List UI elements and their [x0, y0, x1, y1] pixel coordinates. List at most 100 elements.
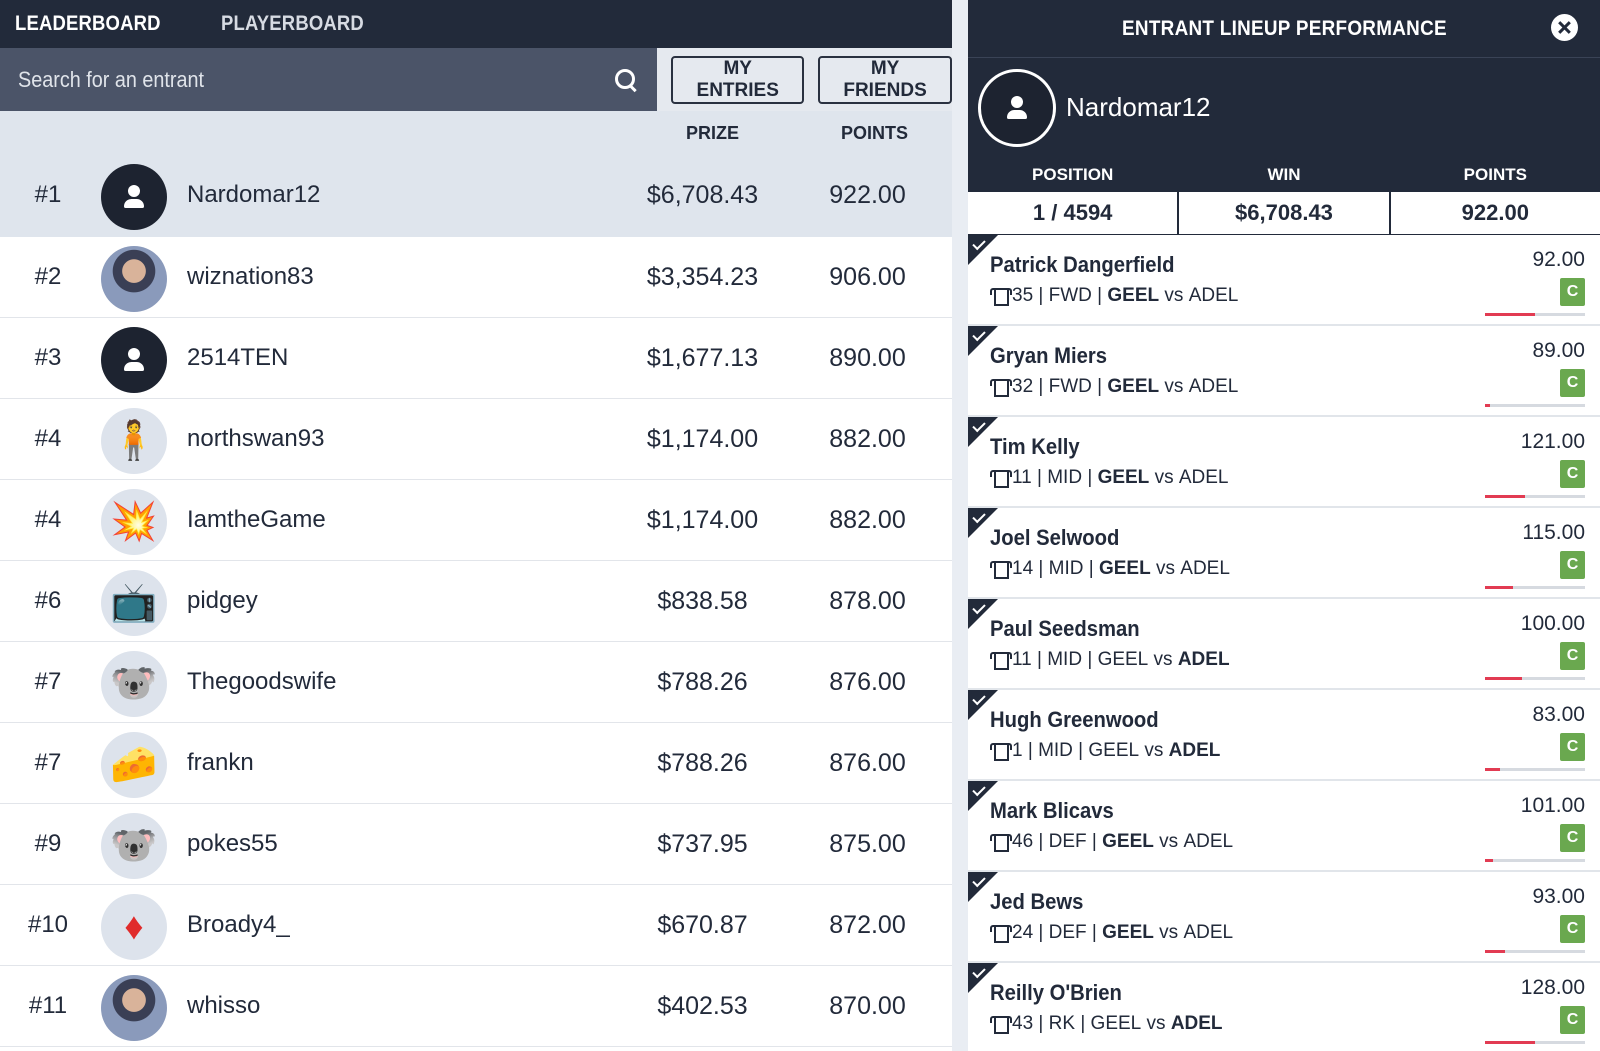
player-row[interactable]: Jed Bews 24 | DEF | GEEL vs ADEL 93.00 C [968, 872, 1600, 963]
stat-value: 922.00 [1390, 192, 1600, 234]
home-team: GEEL [1090, 1013, 1142, 1034]
captain-badge: C [1560, 642, 1585, 670]
player-row[interactable]: Paul Seedsman 11 | MID | GEEL vs ADEL 100.… [968, 599, 1600, 690]
table-row[interactable]: #2 wiznation83 $3,354.23 906.00 [0, 237, 952, 318]
prize-value: $402.53 [657, 992, 748, 1020]
table-row[interactable]: #3 2514TEN $1,677.13 890.00 [0, 318, 952, 399]
table-row[interactable]: #7 🐨 Thegoodswife $788.26 876.00 [0, 642, 952, 723]
table-row[interactable]: #4 💥 IamtheGame $1,174.00 882.00 [0, 480, 952, 561]
player-row[interactable]: Gryan Miers 32 | FWD | GEEL vs ADEL 89.00 C [968, 326, 1600, 417]
panel-title: ENTRANT LINEUP PERFORMANCE [1121, 16, 1447, 40]
points-value: 882.00 [829, 425, 906, 453]
player-position: DEF [1048, 922, 1087, 943]
home-team: GEEL [1107, 285, 1160, 306]
entrant-name[interactable]: Nardomar12 [187, 181, 321, 208]
player-row[interactable]: Joel Selwood 14 | MID | GEEL vs ADEL 115.0… [968, 508, 1600, 599]
shirt-icon [990, 560, 1012, 579]
player-number: 43 [1012, 1013, 1034, 1034]
player-points: 83.00 [1532, 703, 1585, 726]
home-team: GEEL [1097, 467, 1150, 488]
home-team: GEEL [1088, 740, 1140, 761]
table-row[interactable]: #10 ♦ Broady4_ $670.87 872.00 [0, 885, 952, 966]
avatar: 📺 [101, 570, 167, 636]
entrant-name[interactable]: frankn [187, 749, 254, 776]
progress-bar [1485, 404, 1585, 407]
player-row[interactable]: Mark Blicavs 46 | DEF | GEEL vs ADEL 101.0… [968, 781, 1600, 872]
player-row[interactable]: Reilly O'Brien 43 | RK | GEEL vs ADEL 128.… [968, 963, 1600, 1051]
shirt-icon [990, 469, 1012, 488]
points-value: 870.00 [829, 992, 906, 1020]
check-icon [968, 326, 998, 356]
points-value: 875.00 [829, 830, 906, 858]
tab-playerboard[interactable]: PLAYERBOARD [220, 12, 364, 35]
avatar: 💥 [101, 489, 167, 555]
prize-value: $1,174.00 [646, 425, 759, 453]
check-icon [968, 781, 998, 811]
entrant-name[interactable]: wiznation83 [187, 263, 314, 290]
player-position: FWD [1048, 285, 1092, 306]
check-icon [968, 417, 998, 447]
player-points: 128.00 [1520, 976, 1585, 999]
entrant-name[interactable]: 2514TEN [187, 344, 289, 371]
player-name: Paul Seedsman [990, 616, 1140, 641]
player-position: DEF [1048, 831, 1087, 852]
table-row[interactable]: #1 Nardomar12 $6,708.43 922.00 [0, 155, 952, 237]
check-icon [968, 963, 998, 993]
table-row[interactable]: #7 🧀 frankn $788.26 876.00 [0, 723, 952, 804]
avatar [101, 975, 167, 1041]
points-value: 878.00 [829, 587, 906, 615]
captain-badge: C [1560, 915, 1585, 943]
check-icon [968, 508, 998, 538]
entrant-name[interactable]: whisso [187, 992, 261, 1019]
player-row[interactable]: Patrick Dangerfield 35 | FWD | GEEL vs AD… [968, 235, 1600, 326]
progress-bar [1485, 586, 1585, 589]
player-name: Mark Blicavs [990, 798, 1114, 823]
table-header: PRIZE POINTS [0, 111, 952, 155]
table-row[interactable]: #11 whisso $402.53 870.00 [0, 966, 952, 1047]
progress-fill [1485, 1041, 1535, 1044]
away-team: ADEL [1188, 376, 1239, 397]
points-value: 922.00 [829, 181, 906, 209]
player-list: Patrick Dangerfield 35 | FWD | GEEL vs AD… [968, 235, 1600, 1051]
entrant-name[interactable]: pokes55 [187, 830, 278, 857]
captain-badge: C [1560, 824, 1585, 852]
explosion-icon: 💥 [110, 501, 158, 543]
rank: #7 [34, 668, 62, 695]
rank: #7 [34, 749, 62, 776]
my-friends-button[interactable]: MY FRIENDS [818, 56, 952, 104]
entrant-name[interactable]: IamtheGame [187, 506, 326, 533]
captain-badge: C [1560, 551, 1585, 579]
player-position: MID [1048, 558, 1084, 579]
progress-fill [1485, 677, 1522, 680]
player-number: 11 [1012, 467, 1032, 488]
player-row[interactable]: Hugh Greenwood 1 | MID | GEEL vs ADEL 83.0… [968, 690, 1600, 781]
tab-leaderboard[interactable]: LEADERBOARD [15, 12, 161, 35]
entrant-name: Nardomar12 [1066, 92, 1211, 122]
table-row[interactable]: #4 🧍 northswan93 $1,174.00 882.00 [0, 399, 952, 480]
close-icon[interactable] [1551, 14, 1578, 41]
player-meta: 24 | DEF | GEEL vs ADEL [990, 922, 1233, 944]
entrant-name[interactable]: Broady4_ [187, 911, 290, 938]
my-entries-button[interactable]: MY ENTRIES [671, 56, 805, 104]
koala-icon: 🐨 [110, 825, 158, 867]
player-meta: 1 | MID | GEEL vs ADEL [990, 740, 1220, 762]
search-input[interactable] [18, 66, 554, 93]
entrant-name[interactable]: pidgey [187, 587, 258, 614]
entrant-name[interactable]: northswan93 [187, 425, 325, 452]
progress-fill [1485, 768, 1500, 771]
user-icon [123, 185, 145, 209]
player-points: 100.00 [1520, 612, 1585, 635]
rank: #4 [34, 506, 62, 533]
progress-bar [1485, 677, 1585, 680]
away-team: ADEL [1177, 649, 1230, 670]
search-icon[interactable] [613, 67, 639, 93]
shirt-icon [990, 287, 1012, 306]
table-row[interactable]: #6 📺 pidgey $838.58 878.00 [0, 561, 952, 642]
player-number: 14 [1012, 558, 1034, 579]
stat-label: POINTS [1463, 165, 1527, 184]
player-row[interactable]: Tim Kelly 11 | MID | GEEL vs ADEL 121.00 C [968, 417, 1600, 508]
player-name: Tim Kelly [990, 434, 1080, 459]
table-row[interactable]: #9 🐨 pokes55 $737.95 875.00 [0, 804, 952, 885]
entrant-name[interactable]: Thegoodswife [187, 668, 337, 695]
